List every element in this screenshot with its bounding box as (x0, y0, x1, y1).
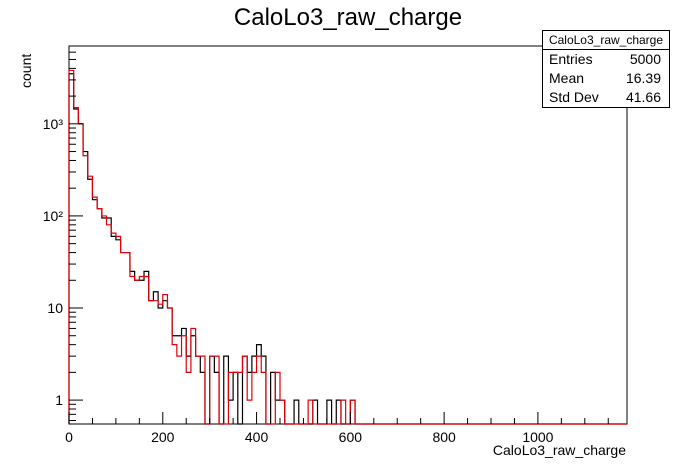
stats-mean-row: Mean 16.39 (543, 69, 669, 88)
stats-stddev-label: Std Dev (549, 89, 599, 105)
y-tick-label: 1 (55, 392, 63, 408)
stats-entries-row: Entries 5000 (543, 50, 669, 69)
x-axis-label: CaloLo3_raw_charge (492, 442, 626, 458)
x-tick-label: 1000 (522, 429, 553, 445)
histogram-series-2 (68, 69, 627, 425)
stats-stddev-value: 41.66 (625, 89, 661, 105)
stats-histogram-name: CaloLo3_raw_charge (543, 31, 669, 50)
y-tick-label: 10² (43, 208, 64, 224)
y-tick-label: 10 (47, 300, 63, 316)
y-tick-label: 10³ (43, 116, 64, 132)
histogram-series-1 (68, 73, 627, 425)
x-tick-label: 400 (245, 429, 269, 445)
stats-box: CaloLo3_raw_charge Entries 5000 Mean 16.… (542, 30, 670, 108)
x-tick-label: 600 (339, 429, 363, 445)
stats-entries-label: Entries (549, 51, 593, 67)
stats-entries-value: 5000 (629, 51, 661, 67)
x-tick-label: 200 (151, 429, 175, 445)
stats-stddev-row: Std Dev 41.66 (543, 88, 669, 107)
x-tick-label: 800 (432, 429, 456, 445)
x-tick-label: 0 (65, 429, 73, 445)
stats-mean-value: 16.39 (625, 70, 661, 86)
stats-mean-label: Mean (549, 70, 585, 86)
chart-title: CaloLo3_raw_charge (233, 4, 463, 31)
